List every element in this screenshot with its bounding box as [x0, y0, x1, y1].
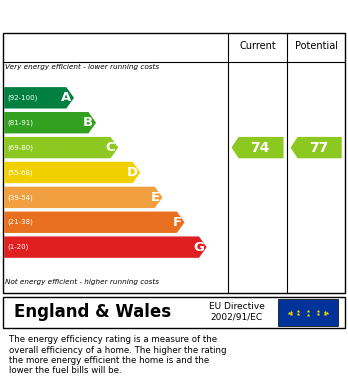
Polygon shape — [231, 137, 284, 158]
Text: Not energy efficient - higher running costs: Not energy efficient - higher running co… — [5, 279, 159, 285]
Polygon shape — [291, 137, 342, 158]
Polygon shape — [4, 137, 118, 158]
Text: (1-20): (1-20) — [8, 244, 29, 250]
Text: Very energy efficient - lower running costs: Very energy efficient - lower running co… — [5, 64, 159, 70]
Text: C: C — [106, 141, 116, 154]
Polygon shape — [4, 162, 140, 183]
Text: Potential: Potential — [295, 41, 338, 52]
Text: A: A — [61, 91, 71, 104]
Polygon shape — [4, 112, 96, 133]
Text: (92-100): (92-100) — [8, 95, 38, 101]
Text: (81-91): (81-91) — [8, 120, 34, 126]
Bar — [278, 300, 338, 326]
Text: The energy efficiency rating is a measure of the
overall efficiency of a home. T: The energy efficiency rating is a measur… — [9, 335, 226, 375]
Text: Current: Current — [239, 41, 276, 52]
Text: (39-54): (39-54) — [8, 194, 33, 201]
Text: (55-68): (55-68) — [8, 169, 33, 176]
Text: EU Directive
2002/91/EC: EU Directive 2002/91/EC — [209, 302, 265, 322]
Text: E: E — [151, 191, 160, 204]
Text: D: D — [126, 166, 137, 179]
Text: Energy Efficiency Rating: Energy Efficiency Rating — [9, 8, 210, 23]
Text: 74: 74 — [251, 141, 270, 154]
Text: (21-38): (21-38) — [8, 219, 33, 226]
Bar — [3, 297, 345, 328]
Polygon shape — [4, 212, 184, 233]
Polygon shape — [4, 87, 74, 109]
Text: G: G — [193, 240, 204, 254]
Text: (69-80): (69-80) — [8, 144, 34, 151]
Polygon shape — [4, 187, 163, 208]
Text: 77: 77 — [309, 141, 329, 154]
Text: B: B — [83, 116, 93, 129]
Text: England & Wales: England & Wales — [14, 303, 171, 321]
Polygon shape — [4, 237, 207, 258]
Text: F: F — [173, 216, 182, 229]
